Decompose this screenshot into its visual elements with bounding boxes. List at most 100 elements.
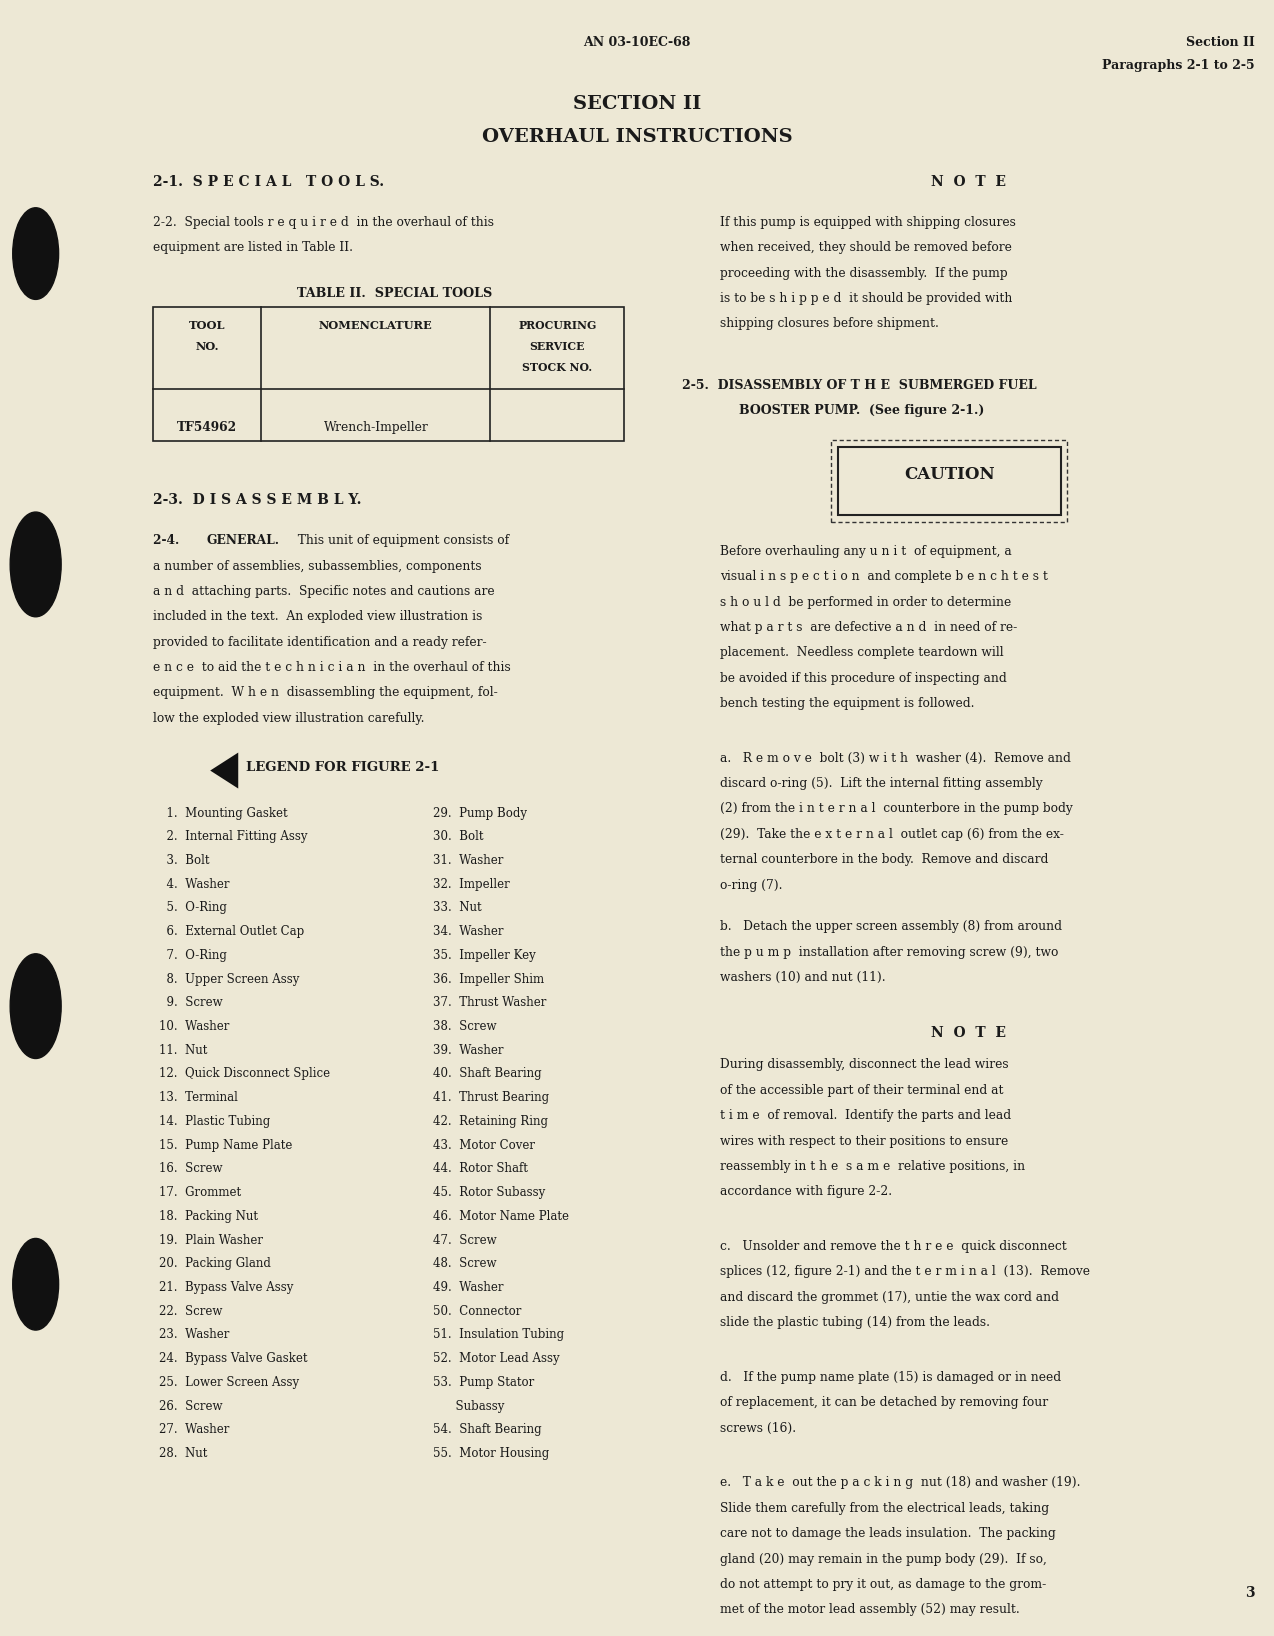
Text: do not attempt to pry it out, as damage to the grom-: do not attempt to pry it out, as damage …	[720, 1577, 1046, 1590]
Text: 54.  Shaft Bearing: 54. Shaft Bearing	[433, 1423, 541, 1436]
Text: 19.  Plain Washer: 19. Plain Washer	[159, 1234, 264, 1247]
Text: N  O  T  E: N O T E	[931, 1026, 1005, 1040]
Text: 5.  O-Ring: 5. O-Ring	[159, 901, 227, 915]
Text: Wrench-Impeller: Wrench-Impeller	[324, 422, 428, 434]
Text: 2-4.: 2-4.	[153, 533, 187, 546]
Text: d.   If the pump name plate (15) is damaged or in need: d. If the pump name plate (15) is damage…	[720, 1371, 1061, 1384]
Text: Before overhauling any u n i t  of equipment, a: Before overhauling any u n i t of equipm…	[720, 545, 1012, 558]
Text: 55.  Motor Housing: 55. Motor Housing	[433, 1446, 549, 1459]
Text: 9.  Screw: 9. Screw	[159, 996, 223, 1009]
Text: b.   Detach the upper screen assembly (8) from around: b. Detach the upper screen assembly (8) …	[720, 919, 1061, 933]
Text: NOMENCLATURE: NOMENCLATURE	[318, 321, 433, 330]
Text: 31.  Washer: 31. Washer	[433, 854, 503, 867]
Text: met of the motor lead assembly (52) may result.: met of the motor lead assembly (52) may …	[720, 1603, 1019, 1616]
Text: 21.  Bypass Valve Assy: 21. Bypass Valve Assy	[159, 1281, 293, 1294]
Text: what p a r t s  are defective a n d  in need of re-: what p a r t s are defective a n d in ne…	[720, 620, 1017, 633]
Text: 30.  Bolt: 30. Bolt	[433, 829, 484, 843]
Text: 36.  Impeller Shim: 36. Impeller Shim	[433, 972, 544, 985]
Text: SERVICE: SERVICE	[530, 342, 585, 352]
Text: 8.  Upper Screen Assy: 8. Upper Screen Assy	[159, 972, 299, 985]
Text: 26.  Screw: 26. Screw	[159, 1399, 223, 1412]
Text: a n d  attaching parts.  Specific notes and cautions are: a n d attaching parts. Specific notes an…	[153, 584, 494, 597]
Text: 51.  Insulation Tubing: 51. Insulation Tubing	[433, 1328, 564, 1342]
Text: NO.: NO.	[195, 342, 219, 352]
Text: 32.  Impeller: 32. Impeller	[433, 877, 510, 890]
Text: wires with respect to their positions to ensure: wires with respect to their positions to…	[720, 1134, 1008, 1147]
Text: 43.  Motor Cover: 43. Motor Cover	[433, 1139, 535, 1152]
Text: e n c e  to aid the t e c h n i c i a n  in the overhaul of this: e n c e to aid the t e c h n i c i a n i…	[153, 661, 511, 674]
Text: 2-2.  Special tools r e q u i r e d  in the overhaul of this: 2-2. Special tools r e q u i r e d in th…	[153, 216, 494, 229]
Text: slide the plastic tubing (14) from the leads.: slide the plastic tubing (14) from the l…	[720, 1315, 990, 1328]
Text: 52.  Motor Lead Assy: 52. Motor Lead Assy	[433, 1351, 559, 1364]
Text: 2-5.  DISASSEMBLY OF T H E  SUBMERGED FUEL: 2-5. DISASSEMBLY OF T H E SUBMERGED FUEL	[682, 378, 1036, 391]
Text: 6.  External Outlet Cap: 6. External Outlet Cap	[159, 924, 304, 937]
Polygon shape	[210, 753, 238, 789]
Text: 24.  Bypass Valve Gasket: 24. Bypass Valve Gasket	[159, 1351, 308, 1364]
Text: 11.  Nut: 11. Nut	[159, 1044, 208, 1057]
Text: washers (10) and nut (11).: washers (10) and nut (11).	[720, 970, 885, 983]
Text: of the accessible part of their terminal end at: of the accessible part of their terminal…	[720, 1083, 1004, 1096]
Text: t i m e  of removal.  Identify the parts and lead: t i m e of removal. Identify the parts a…	[720, 1109, 1012, 1122]
Text: visual i n s p e c t i o n  and complete b e n c h t e s t: visual i n s p e c t i o n and complete …	[720, 569, 1047, 582]
Text: N  O  T  E: N O T E	[931, 175, 1005, 190]
Text: 44.  Rotor Shaft: 44. Rotor Shaft	[433, 1162, 527, 1175]
Text: gland (20) may remain in the pump body (29).  If so,: gland (20) may remain in the pump body (…	[720, 1553, 1047, 1566]
Text: is to be s h i p p e d  it should be provided with: is to be s h i p p e d it should be prov…	[720, 291, 1012, 304]
Text: 17.  Grommet: 17. Grommet	[159, 1186, 241, 1199]
Text: Section II: Section II	[1186, 36, 1255, 49]
Text: 23.  Washer: 23. Washer	[159, 1328, 229, 1342]
Text: 2-3.  D I S A S S E M B L Y.: 2-3. D I S A S S E M B L Y.	[153, 494, 362, 507]
Text: 45.  Rotor Subassy: 45. Rotor Subassy	[433, 1186, 545, 1199]
Text: reassembly in t h e  s a m e  relative positions, in: reassembly in t h e s a m e relative pos…	[720, 1160, 1026, 1173]
Text: accordance with figure 2-2.: accordance with figure 2-2.	[720, 1184, 892, 1198]
Text: (2) from the i n t e r n a l  counterbore in the pump body: (2) from the i n t e r n a l counterbore…	[720, 802, 1073, 815]
Text: During disassembly, disconnect the lead wires: During disassembly, disconnect the lead …	[720, 1058, 1009, 1072]
Text: 42.  Retaining Ring: 42. Retaining Ring	[433, 1114, 548, 1127]
Text: equipment are listed in Table II.: equipment are listed in Table II.	[153, 240, 353, 254]
Text: a.   R e m o v e  bolt (3) w i t h  washer (4).  Remove and: a. R e m o v e bolt (3) w i t h washer (…	[720, 751, 1070, 764]
Text: equipment.  W h e n  disassembling the equipment, fol-: equipment. W h e n disassembling the equ…	[153, 685, 498, 699]
Text: o-ring (7).: o-ring (7).	[720, 879, 782, 892]
Text: 49.  Washer: 49. Washer	[433, 1281, 503, 1294]
Text: Paragraphs 2-1 to 2-5: Paragraphs 2-1 to 2-5	[1102, 59, 1255, 72]
Text: 27.  Washer: 27. Washer	[159, 1423, 229, 1436]
Text: 25.  Lower Screen Assy: 25. Lower Screen Assy	[159, 1376, 299, 1389]
Text: GENERAL.: GENERAL.	[206, 533, 279, 546]
Text: 35.  Impeller Key: 35. Impeller Key	[433, 949, 536, 962]
Bar	[831, 440, 1066, 522]
Text: AN 03-10EC-68: AN 03-10EC-68	[583, 36, 691, 49]
Text: the p u m p  installation after removing screw (9), two: the p u m p installation after removing …	[720, 946, 1059, 959]
Text: when received, they should be removed before: when received, they should be removed be…	[720, 240, 1012, 254]
Text: 41.  Thrust Bearing: 41. Thrust Bearing	[433, 1091, 549, 1104]
Text: TABLE II.  SPECIAL TOOLS: TABLE II. SPECIAL TOOLS	[297, 288, 493, 299]
Ellipse shape	[10, 512, 61, 617]
Text: If this pump is equipped with shipping closures: If this pump is equipped with shipping c…	[720, 216, 1015, 229]
Text: 37.  Thrust Washer: 37. Thrust Washer	[433, 996, 547, 1009]
Text: 28.  Nut: 28. Nut	[159, 1446, 208, 1459]
Bar	[153, 308, 624, 442]
Text: 39.  Washer: 39. Washer	[433, 1044, 503, 1057]
Text: e.   T a k e  out the p a c k i n g  nut (18) and washer (19).: e. T a k e out the p a c k i n g nut (18…	[720, 1476, 1080, 1489]
Text: included in the text.  An exploded view illustration is: included in the text. An exploded view i…	[153, 610, 483, 623]
Text: and discard the grommet (17), untie the wax cord and: and discard the grommet (17), untie the …	[720, 1291, 1059, 1304]
Text: 50.  Connector: 50. Connector	[433, 1304, 521, 1317]
Text: SECTION II: SECTION II	[573, 95, 701, 113]
Text: 4.  Washer: 4. Washer	[159, 877, 229, 890]
Text: 29.  Pump Body: 29. Pump Body	[433, 807, 527, 820]
Ellipse shape	[13, 1238, 59, 1330]
Text: STOCK NO.: STOCK NO.	[522, 363, 592, 373]
Text: 48.  Screw: 48. Screw	[433, 1256, 497, 1270]
Ellipse shape	[13, 208, 59, 299]
Text: 1.  Mounting Gasket: 1. Mounting Gasket	[159, 807, 288, 820]
Text: 38.  Screw: 38. Screw	[433, 1019, 497, 1032]
Text: screws (16).: screws (16).	[720, 1422, 796, 1435]
Text: 3: 3	[1245, 1585, 1255, 1600]
Text: 18.  Packing Nut: 18. Packing Nut	[159, 1209, 259, 1222]
Text: 7.  O-Ring: 7. O-Ring	[159, 949, 227, 962]
Text: of replacement, it can be detached by removing four: of replacement, it can be detached by re…	[720, 1396, 1049, 1409]
Text: a number of assemblies, subassemblies, components: a number of assemblies, subassemblies, c…	[153, 560, 482, 573]
Text: 2.  Internal Fitting Assy: 2. Internal Fitting Assy	[159, 829, 308, 843]
Text: 14.  Plastic Tubing: 14. Plastic Tubing	[159, 1114, 270, 1127]
Text: splices (12, figure 2-1) and the t e r m i n a l  (13).  Remove: splices (12, figure 2-1) and the t e r m…	[720, 1265, 1089, 1278]
Text: TOOL: TOOL	[189, 321, 225, 330]
